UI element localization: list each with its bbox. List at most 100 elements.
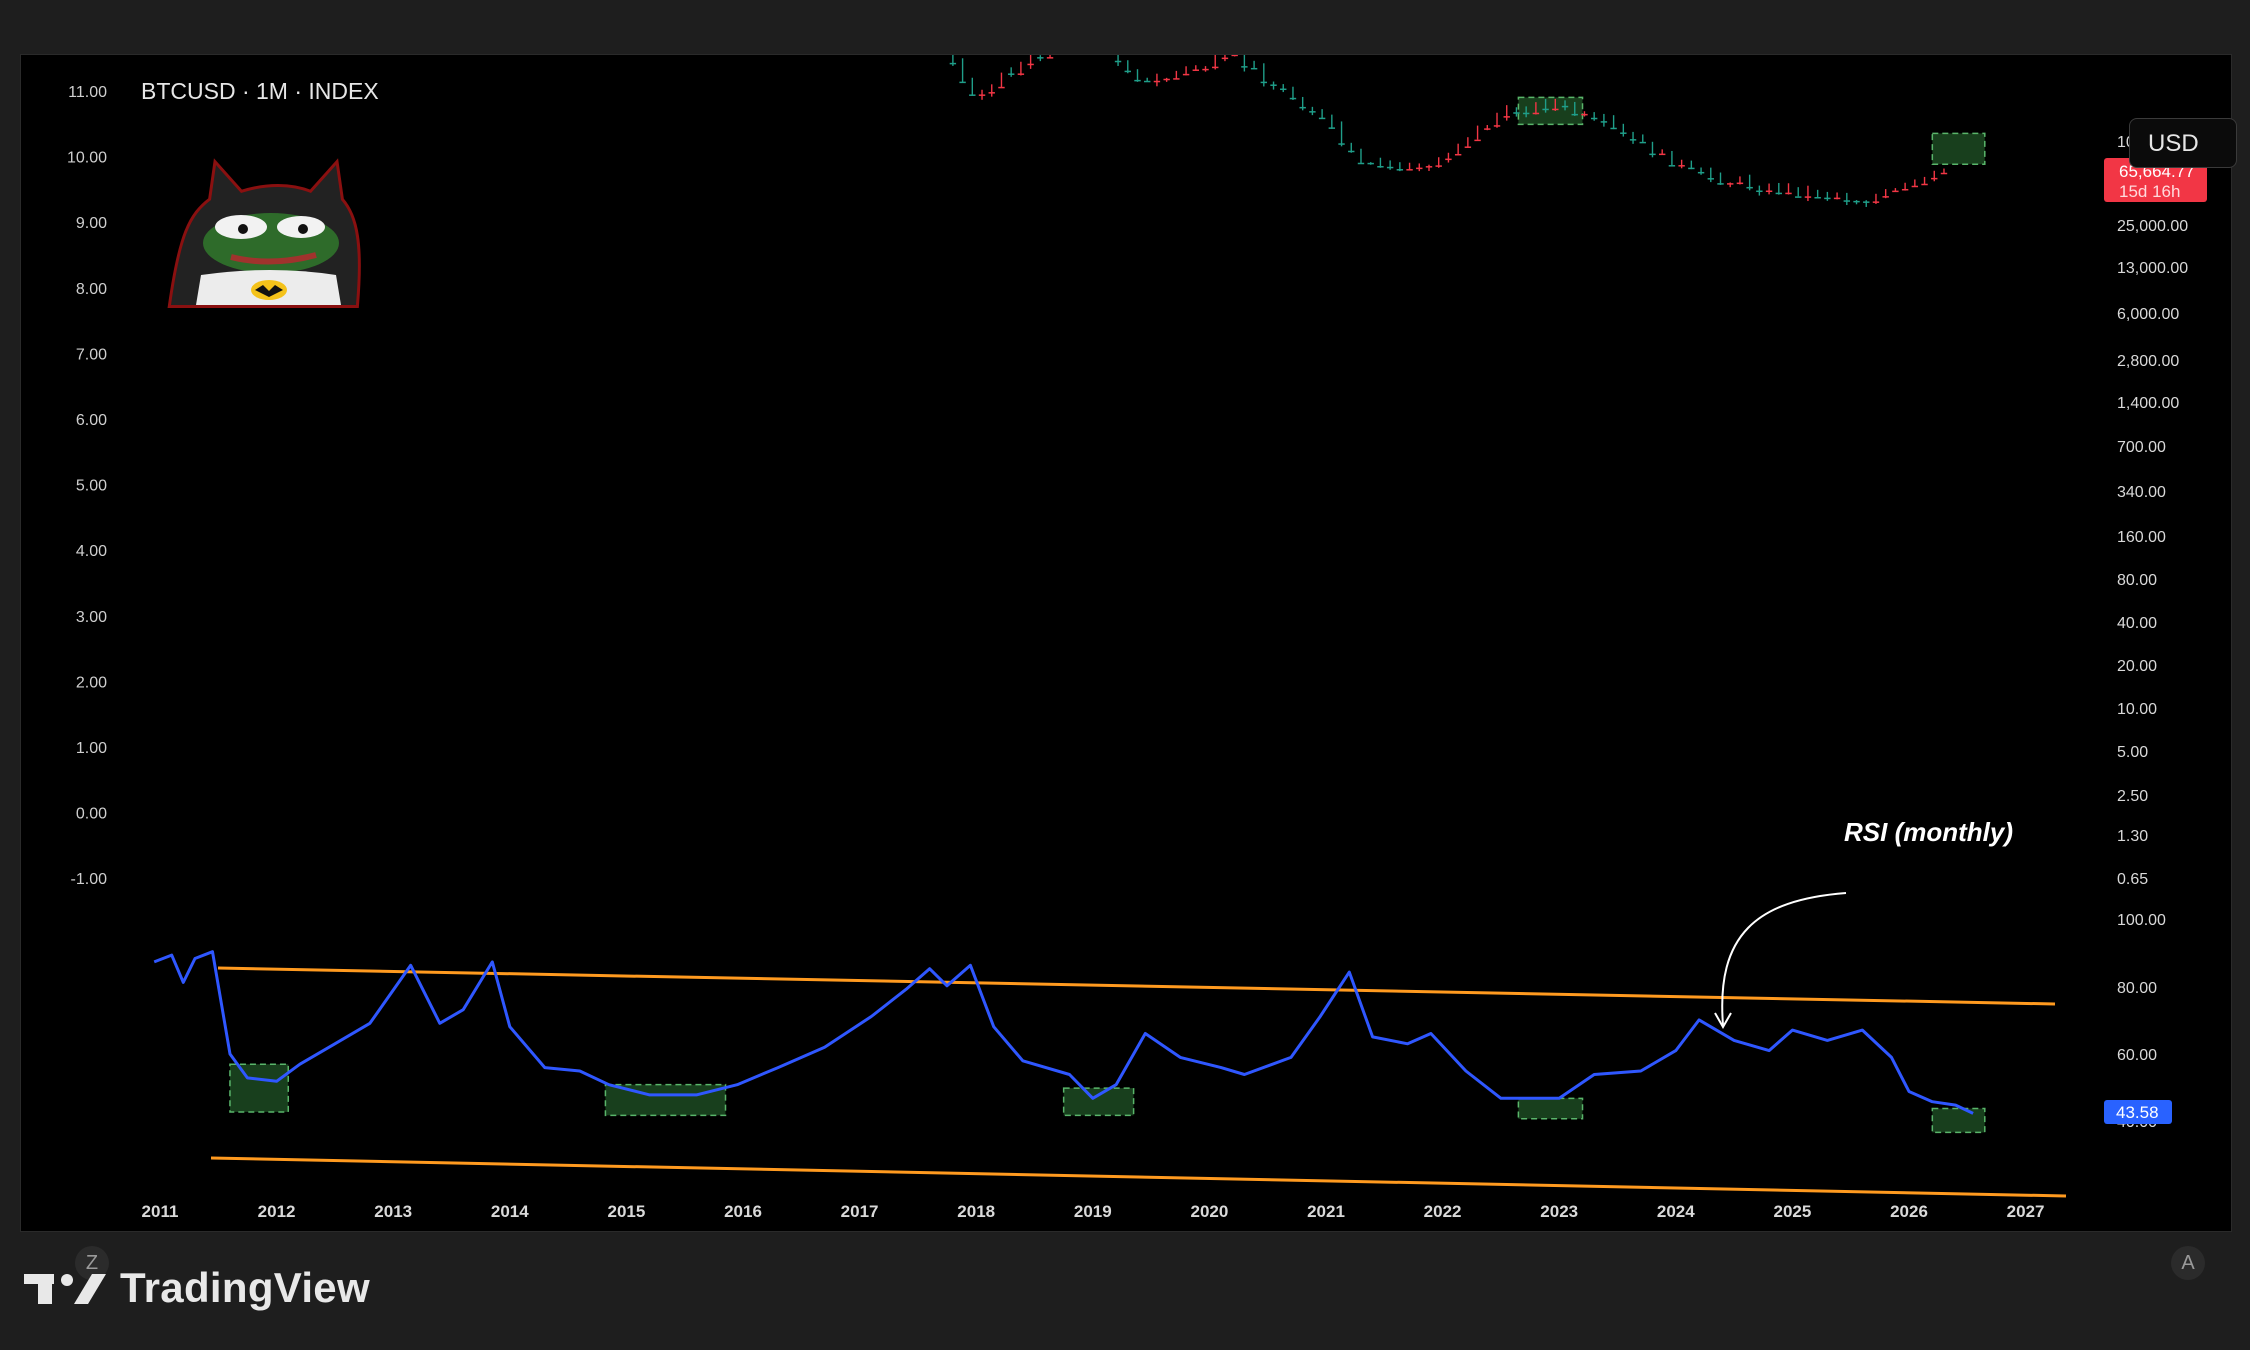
candle-body [1250,67,1258,70]
candle-body [1707,178,1714,180]
left-axis-label: 5.00 [76,478,107,495]
candle-body [1756,190,1763,193]
right-axis-label: 13,000.00 [2117,260,2188,277]
x-tick-label: 2023 [1540,1202,1578,1221]
candle-body [1639,141,1646,144]
candle-body [1882,196,1889,198]
x-tick-label: 2022 [1424,1202,1462,1221]
candle-body [1911,185,1919,188]
x-tick-label: 2024 [1657,1202,1695,1221]
rsi-annotation-label: RSI (monthly) [1844,817,2013,847]
candle-body [1785,192,1792,195]
candle-body [1134,79,1141,82]
left-axis-label: 3.00 [76,609,107,626]
candle-body [1717,183,1724,185]
candle-body [1328,127,1336,129]
candle-body [1522,112,1530,115]
last-price-badge [2104,158,2207,202]
right-axis-label: 1.30 [2117,828,2148,845]
batman-pepe-icon [167,158,361,308]
right-axis-label: 2.50 [2117,788,2148,805]
candle-body [1620,132,1627,134]
x-tick-label: 2018 [957,1202,995,1221]
x-tick-label: 2019 [1074,1202,1112,1221]
candle-body [949,62,957,65]
candle-body [1299,106,1306,109]
auto-scale-badge[interactable]: A [2171,1246,2205,1280]
x-tick-label: 2026 [1890,1202,1928,1221]
candle-body [1221,57,1229,60]
right-axis-label: 20.00 [2117,658,2157,675]
currency-button[interactable]: USD [2129,118,2237,168]
candle-body [1173,78,1180,80]
x-tick-label: 2017 [841,1202,879,1221]
candle-body [1843,200,1851,202]
tradingview-brand[interactable]: TradingView [24,1262,370,1314]
candle-body [1182,73,1190,76]
candle-body [1027,63,1034,66]
candle-body [1872,201,1880,203]
rsi-axis-label: 80.00 [2117,980,2157,997]
candle-body [1590,117,1598,120]
candle-body [1474,139,1481,142]
candle-body [1668,165,1676,167]
candle-body [1017,73,1025,75]
left-axis-label: 4.00 [76,543,107,560]
candle-body [1309,111,1316,113]
candle-body [1658,153,1666,156]
candle-body [1493,125,1501,127]
candle-body [1357,162,1365,165]
candle-body [1289,97,1297,100]
chart-canvas[interactable]: 2011 2012 2013 2014 2015 2016 2017 2018 2019 2020… [21,55,2231,1231]
left-axis-label: 7.00 [76,346,107,363]
candle-body [1280,88,1287,91]
left-axis-label: 1.00 [76,740,107,757]
candle-body [1396,169,1404,171]
candle-body [1007,73,1015,75]
candle-body [1163,78,1170,81]
rsi-last-value: 43.58 [2116,1103,2159,1122]
x-tick-label: 2012 [258,1202,296,1221]
candle-body [1386,166,1394,169]
candle-body [1037,57,1044,59]
candle-body [1814,197,1821,199]
candle-body [1503,116,1510,118]
rsi-lower-trendline [210,1156,2067,1198]
chart-title: BTCUSD · 1M · INDEX [141,78,379,104]
candle-body [1241,66,1248,68]
arrow-head-icon [1714,1012,1732,1030]
candle-body [1853,200,1860,203]
candle-body [1406,169,1413,171]
candle-body [1892,190,1899,193]
candle-body [1416,167,1423,170]
candle-body [1746,186,1753,189]
left-axis-label: -1.00 [71,871,108,888]
candle-body [1270,84,1277,86]
right-axis-label: 0.65 [2117,871,2148,888]
candle-body [1542,108,1549,111]
x-tick-label: 2015 [607,1202,645,1221]
right-axis-label: 6,000.00 [2117,306,2179,323]
left-axis-label: 0.00 [76,806,107,823]
right-axis-label: 160.00 [2117,529,2166,546]
candle-body [1484,128,1491,130]
right-axis-label: 25,000.00 [2117,218,2188,235]
candle-body [1124,70,1131,73]
rsi-pane [153,950,2067,1198]
candle-body [969,94,976,96]
candle-body [1863,201,1870,203]
rsi-value-badge [2104,1100,2172,1124]
candle-body [959,81,966,84]
candle-body [1610,127,1617,130]
candle-body [1454,153,1462,156]
last-price-countdown: 15d 16h [2119,182,2180,201]
x-tick-label: 2013 [374,1202,412,1221]
candle-body [1367,162,1374,165]
candle-body [1445,158,1452,161]
axes: 2011 2012 2013 2014 2015 2016 2017 2018 2019 2020… [67,84,2197,1221]
right-axis-label: 1,400.00 [2117,395,2179,412]
candle-body [1571,113,1578,116]
chart-panel[interactable]: 2011 2012 2013 2014 2015 2016 2017 2018 2019 2020… [20,54,2237,1280]
candle-body [1513,112,1520,114]
candle-body [1377,166,1384,168]
